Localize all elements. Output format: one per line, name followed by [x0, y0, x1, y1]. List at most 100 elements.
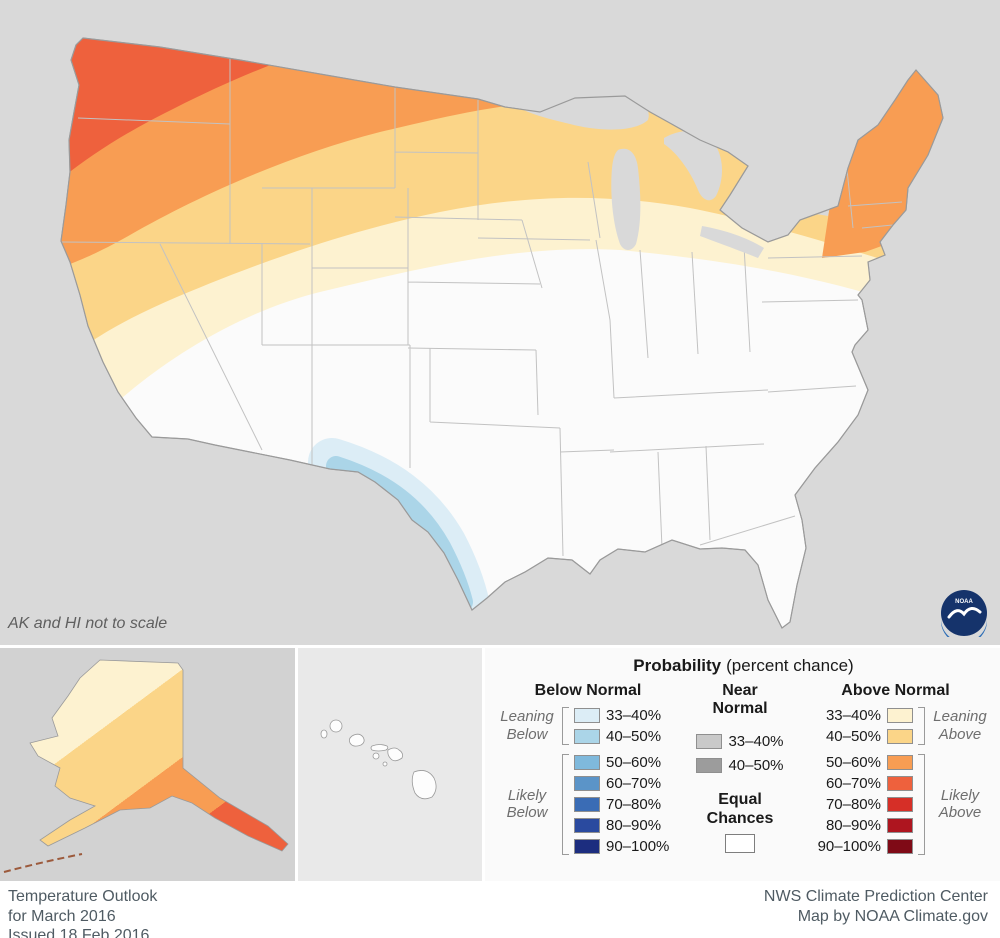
conus-map-svg [60, 37, 944, 629]
lake-michigan [611, 148, 641, 250]
color-swatch [696, 757, 723, 773]
legend-row: 40–50% [679, 753, 801, 777]
lake-erie [700, 226, 764, 258]
range-label: 80–90% [606, 816, 662, 834]
island-oahu [348, 733, 365, 747]
below-normal-column: Below Normal Leaning Below 33–40% 40–50%… [497, 682, 679, 862]
noaa-logo-text: NOAA [955, 599, 973, 605]
hawaii-background [298, 648, 482, 881]
color-swatch [574, 728, 600, 744]
range-label: 33–40% [728, 732, 784, 750]
above-normal-column: Above Normal 33–40% 40–50% Leaning Above… [801, 682, 990, 862]
footer-title-block: Temperature Outlook for March 2016 Issue… [8, 887, 157, 938]
footer-issued-line: Issued 18 Feb 2016 [8, 927, 150, 938]
likely-above-rows: 50–60% 60–70% 70–80% 80–90% 90–100% [818, 752, 913, 857]
range-label: 70–80% [606, 795, 662, 813]
likely-below-line1: Likely [507, 786, 547, 804]
legend-row: 50–60% [574, 752, 669, 773]
legend-row: 33–40% [826, 705, 913, 726]
legend-title-bold: Probability [633, 656, 722, 675]
island-kahoolawe [382, 761, 388, 767]
leaning-above-bracket [918, 706, 925, 745]
range-label: 40–50% [728, 756, 784, 774]
likely-below-rows: 50–60% 60–70% 70–80% 80–90% 90–100% [574, 752, 669, 857]
leaning-below-line1: Leaning [500, 708, 554, 726]
likely-below-line2: Below [506, 804, 548, 822]
lake-huron [664, 131, 722, 201]
legend-row: 60–70% [818, 773, 913, 794]
lake-ontario [772, 201, 830, 216]
range-label: 50–60% [606, 753, 662, 771]
color-swatch [574, 754, 600, 770]
range-label: 40–50% [825, 727, 881, 745]
island-niihau [320, 729, 328, 739]
island-molokai [370, 744, 389, 752]
alaska-landmass [29, 659, 289, 852]
lake-superior [515, 89, 649, 130]
color-swatch [574, 838, 600, 854]
leaning-below-group: Leaning Below 33–40% 40–50% [497, 705, 679, 747]
range-label: 40–50% [606, 727, 662, 745]
legend-row: 90–100% [574, 836, 669, 857]
below-normal-header: Below Normal [534, 682, 642, 699]
legend-row: 80–90% [818, 815, 913, 836]
state-borders [61, 50, 904, 557]
footer-credit-block: NWS Climate Prediction Center Map by NOA… [764, 887, 988, 938]
alaska-map-svg [0, 648, 295, 881]
noaa-gull-icon [947, 607, 982, 619]
equal-chances-label: Equal Chances [679, 791, 801, 828]
near-normal-column: Near Normal 33–40% 40–50% Equal Chances [679, 682, 801, 862]
leaning-below-rows: 33–40% 40–50% [574, 705, 661, 747]
legend-columns: Below Normal Leaning Below 33–40% 40–50%… [497, 682, 990, 862]
legend-row: 40–50% [826, 726, 913, 747]
likely-above-bracket [918, 753, 925, 855]
likely-above-label: Likely Above [930, 787, 990, 822]
legend-row: 80–90% [574, 815, 669, 836]
equal-chances-swatch [725, 833, 755, 853]
range-label: 60–70% [825, 774, 881, 792]
color-swatch [696, 733, 723, 749]
us-outline [60, 37, 944, 629]
color-swatch [574, 817, 600, 833]
hawaii-islands [320, 719, 437, 800]
range-label: 33–40% [606, 706, 662, 724]
color-swatch [887, 775, 913, 791]
color-swatch [887, 707, 913, 723]
above-normal-header: Above Normal [841, 682, 950, 699]
leaning-below-bracket [562, 706, 569, 745]
color-swatch [887, 754, 913, 770]
legend-panel: Probability (percent chance) Below Normal… [485, 648, 1000, 881]
likely-below-label: Likely Below [497, 787, 557, 822]
aleutian-islands [3, 853, 83, 873]
leaning-above-label: Leaning Above [930, 708, 990, 743]
great-lakes [515, 89, 830, 258]
near-normal-header-line1: Near [722, 682, 758, 699]
legend-row: 33–40% [679, 729, 801, 753]
alaska-inset [0, 648, 295, 881]
likely-above-group: 50–60% 60–70% 70–80% 80–90% 90–100% Like… [801, 752, 990, 857]
conus-map-section: AK and HI not to scale NOAA [0, 0, 1000, 645]
footer-title-line: Temperature Outlook [8, 888, 158, 905]
legend-row: 33–40% [574, 705, 661, 726]
range-label: 60–70% [606, 774, 662, 792]
scale-note: AK and HI not to scale [8, 615, 168, 632]
leaning-above-group: 33–40% 40–50% Leaning Above [801, 705, 990, 747]
legend-title-rest: (percent chance) [726, 656, 854, 675]
color-swatch [887, 728, 913, 744]
page-footer: Temperature Outlook for March 2016 Issue… [0, 881, 1000, 938]
range-label: 90–100% [817, 837, 881, 855]
color-swatch [574, 707, 600, 723]
leaning-below-line2: Below [506, 725, 548, 743]
legend-row: 50–60% [818, 752, 913, 773]
equal-chances-block: Equal Chances [679, 791, 801, 853]
range-label: 80–90% [825, 816, 881, 834]
equal-chances-line1: Equal [718, 791, 762, 809]
hawaii-inset [298, 648, 482, 881]
footer-source-line: NWS Climate Prediction Center [763, 888, 988, 905]
color-swatch [574, 796, 600, 812]
likely-above-line1: Likely [940, 786, 980, 804]
legend-row: 70–80% [818, 794, 913, 815]
island-kauai [329, 719, 343, 733]
legend-title: Probability (percent chance) [497, 656, 990, 676]
likely-above-line2: Above [938, 804, 982, 822]
